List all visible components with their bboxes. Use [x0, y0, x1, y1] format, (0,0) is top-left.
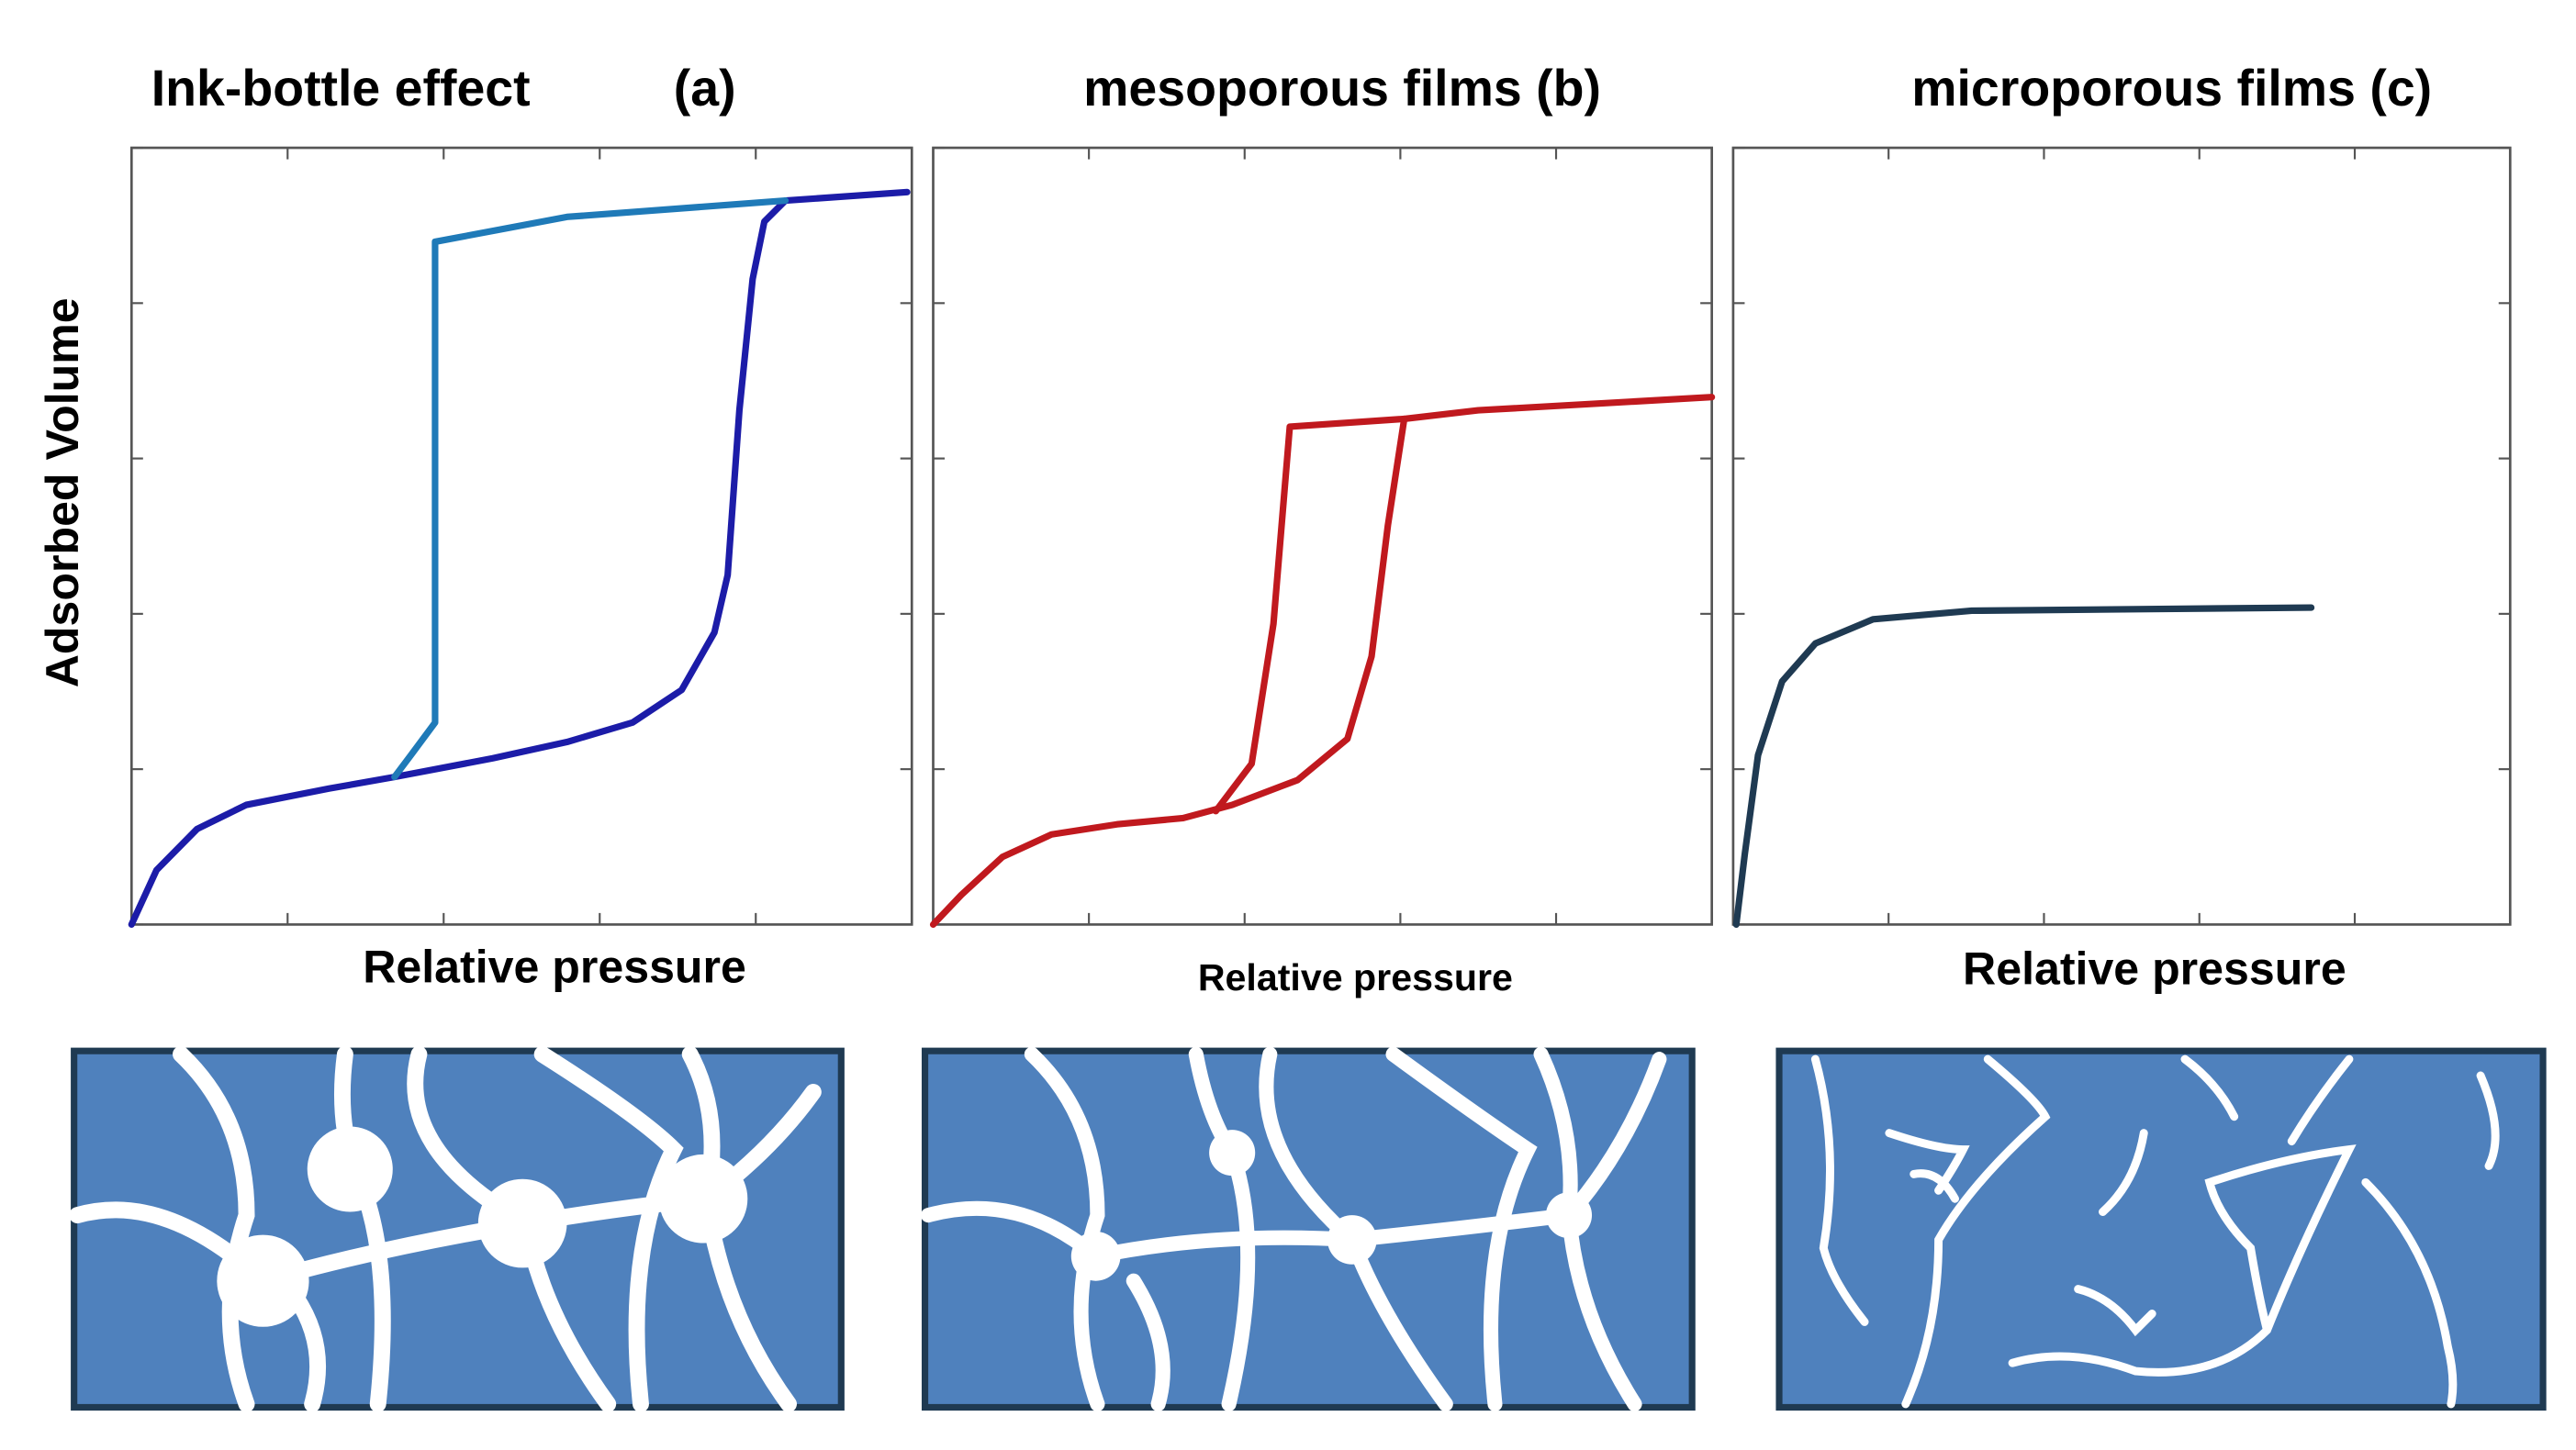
isotherm-line: [391, 197, 790, 781]
x-axis-label: Relative pressure: [363, 942, 746, 993]
pore-illustration-c: [1775, 1047, 2547, 1411]
plot-frame: [932, 146, 1713, 926]
chart-panel: microporous films (c) Relative pressure: [1731, 60, 2512, 995]
x-axis-label: Relative pressure: [1963, 943, 2346, 995]
isotherm-line: [1212, 415, 1408, 815]
meso-cavities: [1070, 1130, 1593, 1281]
isotherm-line: [929, 394, 1716, 928]
pores-c: [1810, 1054, 2500, 1409]
plot-frame: [1731, 146, 2512, 926]
pore-illustration-a: [69, 1045, 845, 1412]
chart-panel: Ink-bottle effect (a) Relative pressure Ads…: [37, 60, 913, 993]
panel-label: (a): [674, 60, 736, 117]
isotherm-line: [1732, 604, 2315, 928]
plot-frame: [129, 146, 913, 926]
ink-bottle-cavities: [217, 1126, 748, 1327]
pore-illustration-b: [921, 1046, 1696, 1411]
chart-panel: mesoporous films (b) Relative pressure: [929, 60, 1716, 998]
x-axis-label: Relative pressure: [1198, 956, 1513, 998]
film-c: [1775, 1047, 2547, 1411]
isotherm-line: [128, 188, 911, 928]
chart-title: mesoporous films (b): [1083, 60, 1601, 117]
chart-title: microporous films (c): [1911, 60, 2432, 117]
y-axis-label: Adsorbed Volume: [37, 297, 88, 687]
chart-title: Ink-bottle effect: [151, 60, 531, 117]
